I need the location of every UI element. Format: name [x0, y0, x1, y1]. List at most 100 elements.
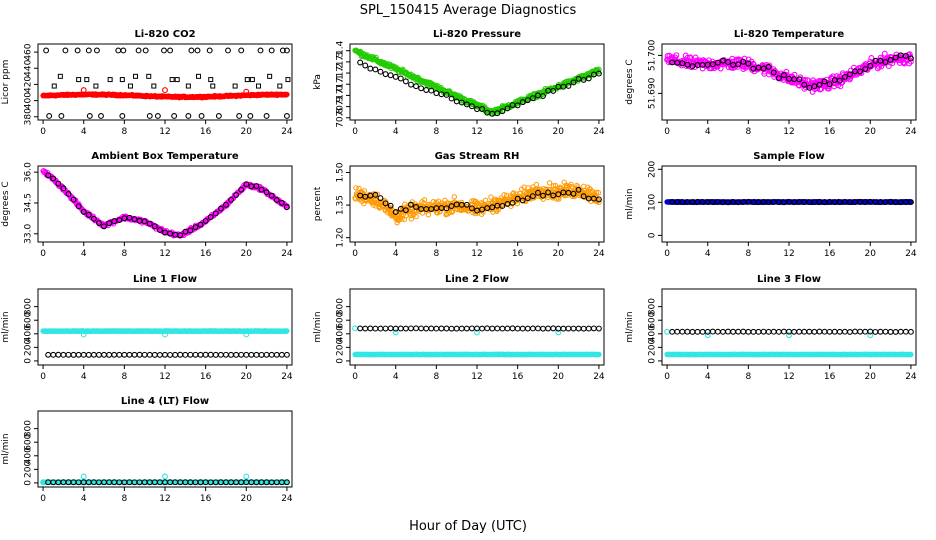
li820-co2-point	[169, 77, 175, 83]
line1-flow-point	[80, 351, 87, 358]
li820-co2-ytick-label: 400	[24, 92, 34, 109]
sample-flow-xtick-label: 24	[905, 249, 917, 259]
gas-stream-rh-point	[421, 197, 428, 203]
li820-co2-ytick-label: 460	[24, 43, 34, 60]
line1-flow-title: Line 1 Flow	[133, 274, 197, 285]
ambient-box-temperature-point	[65, 190, 72, 197]
line2-flow-point	[575, 325, 582, 332]
line3-flow-point	[786, 328, 792, 335]
ambient-box-temperature-point	[75, 203, 82, 210]
ambient-box-temperature-point	[156, 227, 163, 234]
line1-flow-point	[212, 351, 219, 358]
line1-flow-ytick-label: 0	[24, 358, 34, 364]
line1-flow-point	[60, 351, 67, 358]
li820-co2-series-3	[51, 73, 291, 89]
line1-flow-point	[141, 351, 148, 358]
line3-flow-point	[887, 328, 894, 335]
gas-stream-rh-point	[413, 204, 419, 210]
li820-pressure-point	[443, 91, 450, 98]
line3-flow-point	[720, 328, 726, 335]
line1-flow-marks	[40, 328, 290, 358]
sample-flow-point	[907, 199, 914, 206]
li820-temperature-point	[821, 78, 828, 85]
line1-flow-point	[80, 331, 87, 338]
gas-stream-rh-point	[575, 186, 582, 193]
li820-pressure-point	[397, 75, 404, 82]
li820-co2-xtick-label: 8	[121, 127, 127, 137]
li820-temperature-point	[867, 62, 874, 69]
gas-stream-rh-point	[501, 192, 507, 198]
line2-flow-point	[362, 325, 369, 332]
line3-flow-point	[791, 328, 798, 335]
ambient-box-temperature-point	[90, 215, 97, 222]
gas-stream-rh-point	[408, 201, 414, 208]
line3-flow-point	[755, 328, 762, 335]
ambient-box-temperature-point	[85, 211, 92, 218]
line2-flow-marks	[352, 325, 602, 358]
line2-flow-point	[484, 325, 491, 332]
line2-flow-point	[489, 325, 496, 332]
li820-co2-point	[185, 83, 191, 89]
li820-co2-series-4	[80, 87, 250, 95]
line3-flow-point	[836, 328, 843, 335]
line2-flow-point	[474, 329, 480, 336]
line3-flow-point	[704, 328, 711, 335]
ambient-box-temperature-point	[217, 205, 224, 212]
li820-pressure-point	[367, 65, 374, 72]
ambient-box-temperature-point	[187, 227, 194, 234]
line3-flow-point	[801, 328, 808, 335]
li820-co2-point	[135, 47, 142, 54]
line3-flow-point	[882, 328, 889, 335]
line1-flow-point	[151, 351, 158, 358]
li820-temperature-point	[887, 56, 894, 63]
line1-flow-point	[55, 351, 62, 358]
line2-flow-point	[565, 325, 572, 332]
ambient-box-temperature-point	[151, 223, 158, 230]
line2-flow-point	[453, 325, 460, 332]
li820-co2-series-2	[46, 113, 290, 119]
gas-stream-rh-point	[392, 209, 399, 216]
li820-co2-point	[196, 73, 202, 79]
li820-co2-point	[171, 113, 178, 119]
gas-stream-rh-point	[519, 197, 526, 204]
line4-lt-flow-point	[162, 473, 168, 480]
li820-pressure-point	[468, 103, 475, 110]
li820-co2-point	[93, 83, 99, 89]
line3-flow-point	[684, 328, 691, 335]
ambient-box-temperature-point	[238, 186, 245, 193]
line2-flow-point	[570, 325, 577, 332]
li820-co2-point	[185, 113, 192, 119]
line2-flow-point	[595, 325, 602, 332]
ambient-box-temperature-point	[70, 196, 77, 203]
li820-pressure-point	[570, 79, 577, 86]
gas-stream-rh-point	[580, 193, 587, 200]
li820-co2-point	[98, 113, 104, 119]
line4-lt-flow-point	[243, 473, 250, 480]
li820-pressure-ytick-label: 70.9	[336, 96, 346, 116]
gas-stream-rh-point	[545, 189, 552, 196]
li820-temperature-point	[684, 61, 691, 68]
li820-pressure-xtick-label: 4	[393, 127, 399, 137]
line2-flow-point	[413, 325, 419, 332]
gas-stream-rh-ytick-label: 1.35	[336, 195, 346, 215]
li820-pressure-xtick-label: 24	[593, 127, 605, 137]
li820-pressure-point	[524, 97, 531, 104]
li820-pressure-point	[463, 101, 470, 108]
gas-stream-rh-point	[533, 181, 540, 188]
gas-stream-rh-point	[451, 194, 457, 200]
line1-flow-point	[156, 351, 163, 358]
li820-pressure-point	[423, 87, 430, 93]
line3-flow-xtick-label: 12	[783, 372, 794, 382]
li820-co2-point	[146, 113, 153, 119]
gas-stream-rh-point	[514, 195, 521, 202]
li820-temperature-point	[806, 84, 813, 91]
line3-flow-point	[796, 328, 803, 335]
li820-co2-point	[127, 83, 133, 89]
li820-co2-point	[142, 47, 149, 54]
line3-flow-point	[704, 332, 711, 339]
ambient-box-temperature-point	[268, 192, 275, 199]
ambient-box-temperature-point	[192, 224, 199, 231]
